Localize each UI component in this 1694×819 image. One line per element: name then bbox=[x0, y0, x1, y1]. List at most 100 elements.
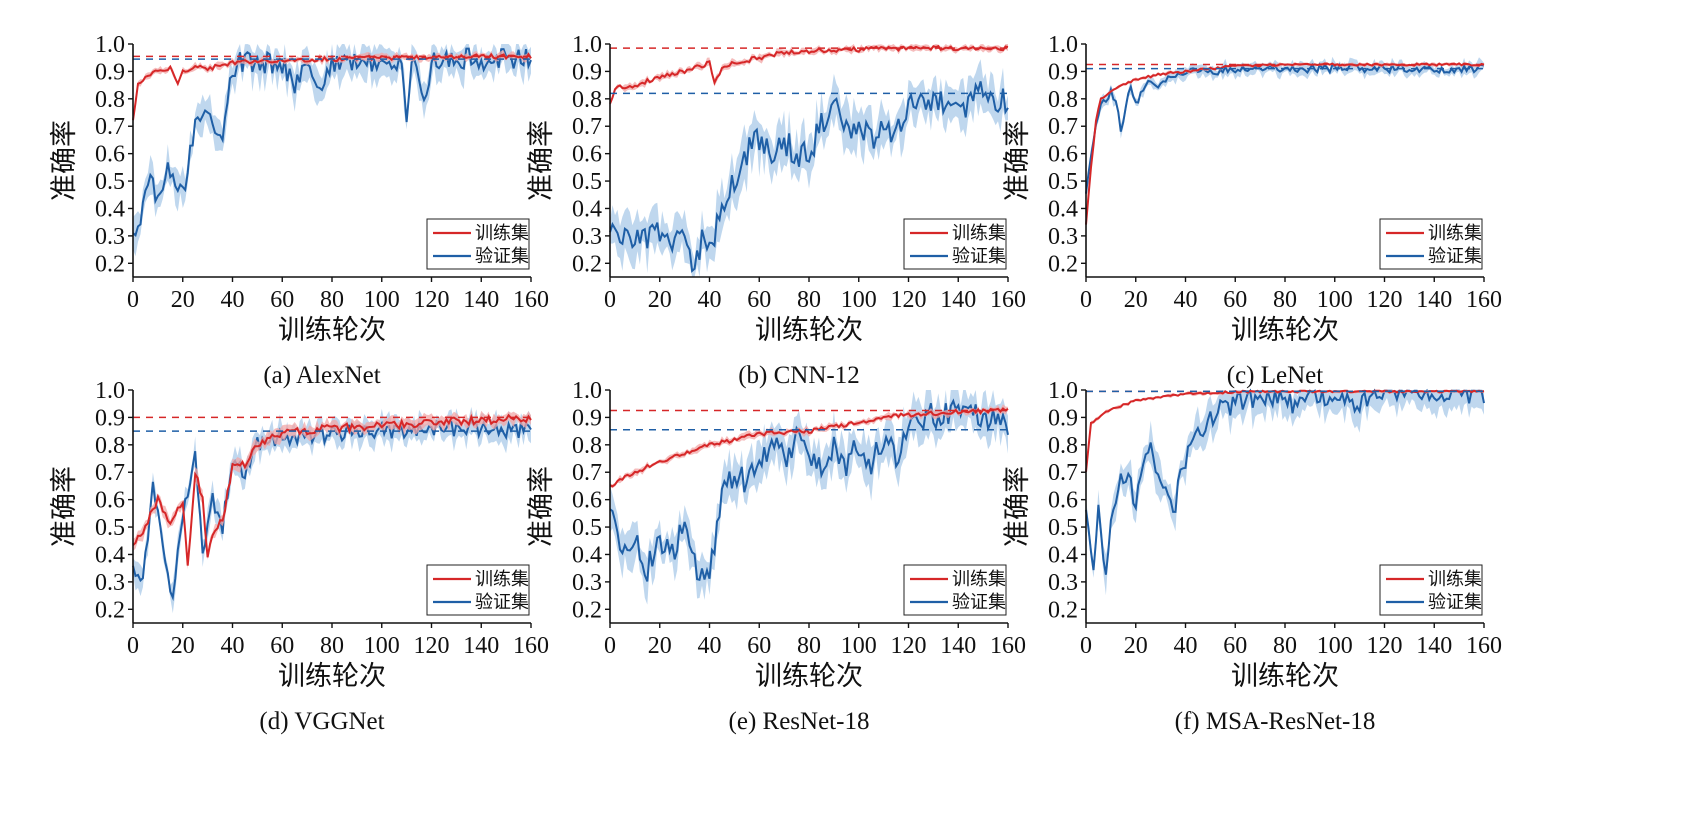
y-tick-label: 0.8 bbox=[95, 87, 125, 113]
x-tick-label: 80 bbox=[1273, 633, 1297, 659]
x-tick-label: 160 bbox=[513, 287, 549, 313]
y-tick-label: 0.3 bbox=[95, 224, 125, 250]
val-line bbox=[132, 47, 532, 237]
x-tick-label: 20 bbox=[648, 633, 672, 659]
x-tick-label: 140 bbox=[1416, 287, 1452, 313]
legend-val-label: 验证集 bbox=[1428, 246, 1482, 266]
y-tick-label: 0.3 bbox=[1048, 224, 1078, 250]
x-tick-label: 120 bbox=[1367, 287, 1403, 313]
y-tick-label: 0.4 bbox=[95, 196, 125, 222]
legend-val-label: 验证集 bbox=[952, 592, 1006, 612]
y-axis-label: 准确率 bbox=[49, 120, 79, 201]
x-tick-label: 80 bbox=[1273, 287, 1297, 313]
y-tick-label: 0.6 bbox=[95, 142, 125, 168]
x-axis-label: 训练轮次 bbox=[1231, 315, 1339, 345]
x-tick-label: 140 bbox=[940, 633, 976, 659]
y-tick-label: 0.5 bbox=[572, 169, 602, 195]
x-tick-label: 40 bbox=[698, 287, 722, 313]
y-tick-label: 0.3 bbox=[572, 224, 602, 250]
train-band bbox=[610, 44, 1008, 107]
x-tick-label: 120 bbox=[414, 287, 450, 313]
x-tick-label: 40 bbox=[221, 287, 245, 313]
val-band bbox=[1086, 390, 1484, 596]
x-tick-label: 120 bbox=[414, 633, 450, 659]
subplot-6: 0.20.30.40.50.60.70.80.91.0 0 20 40 60 80 100 1… bbox=[1002, 378, 1502, 735]
y-tick-label: 0.7 bbox=[95, 460, 125, 486]
y-tick-label: 0.3 bbox=[1048, 570, 1078, 596]
x-tick-label: 0 bbox=[1080, 633, 1092, 659]
val-band bbox=[133, 44, 531, 257]
y-tick-label: 1.0 bbox=[95, 378, 125, 404]
y-tick-label: 0.4 bbox=[572, 542, 602, 568]
y-tick-label: 0.2 bbox=[95, 597, 125, 623]
x-tick-label: 160 bbox=[1466, 287, 1502, 313]
x-tick-label: 60 bbox=[270, 633, 294, 659]
y-tick-label: 0.3 bbox=[95, 570, 125, 596]
y-tick-label: 0.5 bbox=[95, 515, 125, 541]
x-tick-label: 80 bbox=[797, 633, 821, 659]
x-tick-label: 20 bbox=[648, 287, 672, 313]
y-tick-label: 0.7 bbox=[1048, 460, 1078, 486]
legend-train-label: 训练集 bbox=[475, 223, 529, 243]
y-tick-label: 0.9 bbox=[95, 405, 125, 431]
val-line bbox=[609, 81, 1009, 273]
val-band bbox=[133, 406, 531, 614]
x-tick-label: 140 bbox=[463, 633, 499, 659]
val-line bbox=[1085, 62, 1485, 194]
y-tick-label: 0.5 bbox=[95, 169, 125, 195]
x-tick-label: 160 bbox=[990, 633, 1026, 659]
x-tick-label: 20 bbox=[171, 633, 195, 659]
legend-box bbox=[1379, 564, 1483, 616]
x-tick-label: 120 bbox=[1367, 633, 1403, 659]
x-tick-label: 60 bbox=[747, 633, 771, 659]
subplot-3: 0.20.30.40.50.60.70.80.91.0 0 20 40 60 80 100 1… bbox=[1002, 32, 1502, 389]
y-tick-label: 0.4 bbox=[1048, 196, 1078, 222]
x-tick-label: 100 bbox=[364, 287, 400, 313]
legend-box bbox=[903, 564, 1007, 616]
x-axis-label: 训练轮次 bbox=[755, 315, 863, 345]
y-tick-label: 0.5 bbox=[1048, 515, 1078, 541]
subplot-caption: (c) LeNet bbox=[1227, 362, 1324, 389]
y-tick-label: 1.0 bbox=[1048, 32, 1078, 58]
y-tick-label: 0.5 bbox=[1048, 169, 1078, 195]
x-axis-label: 训练轮次 bbox=[1231, 661, 1339, 691]
legend-train-label: 训练集 bbox=[1428, 223, 1482, 243]
x-tick-label: 160 bbox=[513, 633, 549, 659]
y-tick-label: 0.6 bbox=[1048, 488, 1078, 514]
y-tick-label: 0.9 bbox=[1048, 59, 1078, 85]
legend-box bbox=[903, 218, 1007, 270]
legend-box bbox=[426, 564, 530, 616]
subplot-2: 0.20.30.40.50.60.70.80.91.0 0 20 40 60 80 100 1… bbox=[526, 32, 1026, 389]
x-tick-label: 60 bbox=[747, 287, 771, 313]
x-axis-label: 训练轮次 bbox=[278, 315, 386, 345]
x-tick-label: 60 bbox=[1223, 287, 1247, 313]
train-line bbox=[609, 407, 1009, 488]
y-tick-label: 0.6 bbox=[95, 488, 125, 514]
x-tick-label: 100 bbox=[1317, 633, 1353, 659]
y-tick-label: 0.4 bbox=[95, 542, 125, 568]
val-line bbox=[609, 398, 1009, 582]
y-tick-label: 1.0 bbox=[95, 32, 125, 58]
x-tick-label: 120 bbox=[891, 287, 927, 313]
x-axis-label: 训练轮次 bbox=[278, 661, 386, 691]
y-axis-label: 准确率 bbox=[526, 120, 556, 201]
x-tick-label: 100 bbox=[1317, 287, 1353, 313]
x-tick-label: 20 bbox=[1124, 287, 1148, 313]
x-tick-label: 140 bbox=[940, 287, 976, 313]
legend-box bbox=[1379, 218, 1483, 270]
x-tick-label: 40 bbox=[1174, 287, 1198, 313]
x-tick-label: 0 bbox=[127, 287, 139, 313]
y-tick-label: 0.8 bbox=[572, 433, 602, 459]
subplot-caption: (f) MSA-ResNet-18 bbox=[1175, 708, 1376, 735]
y-tick-label: 0.8 bbox=[1048, 433, 1078, 459]
x-tick-label: 60 bbox=[1223, 633, 1247, 659]
x-tick-label: 20 bbox=[171, 287, 195, 313]
x-axis-label: 训练轮次 bbox=[755, 661, 863, 691]
subplot-5: 0.20.30.40.50.60.70.80.91.0 0 20 40 60 80 100 1… bbox=[526, 378, 1026, 735]
